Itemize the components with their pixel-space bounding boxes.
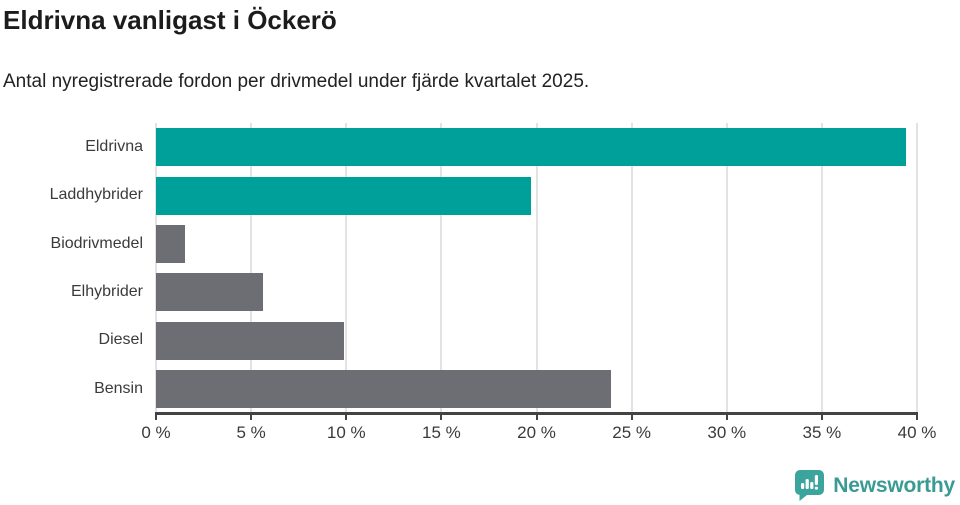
bar-laddhybrider	[156, 176, 531, 215]
gridline	[820, 123, 823, 413]
y-axis-label-eldrivna: Eldrivna	[85, 138, 143, 156]
x-axis-ticks: 0 % 5 % 10 % 15 % 20 % 25 % 30 % 35 % 40 %	[141, 415, 936, 455]
bar-biodrivmedel	[156, 224, 185, 263]
x-tick-mark	[916, 415, 918, 420]
x-axis-line	[155, 412, 918, 415]
gridline	[725, 123, 728, 413]
y-axis-label-biodrivmedel: Biodrivmedel	[50, 234, 143, 252]
gridline	[345, 123, 348, 413]
x-tick-mark	[250, 415, 253, 420]
y-axis-label-diesel: Diesel	[98, 331, 143, 349]
x-tick-label: 25 %	[612, 423, 651, 442]
x-tick-mark	[820, 415, 823, 420]
chart-title: Eldrivna vanligast i Öckerö	[3, 5, 337, 35]
y-axis-label-laddhybrider: Laddhybrider	[49, 186, 143, 204]
y-axis-label-bensin: Bensin	[94, 379, 143, 397]
gridline	[630, 123, 633, 413]
gridline	[155, 123, 157, 413]
gridline	[916, 123, 918, 413]
bar-diesel	[156, 321, 345, 360]
x-tick-mark	[440, 415, 443, 420]
gridline	[440, 123, 443, 413]
x-tick-label: 15 %	[422, 423, 461, 442]
chart-subtitle: Antal nyregistrerade fordon per drivmede…	[3, 71, 590, 92]
y-axis-labels: Eldrivna Laddhybrider Biodrivmedel Elhybrid…	[0, 123, 143, 413]
x-tick-mark	[535, 415, 538, 420]
newsworthy-logo: Newsworthy	[794, 469, 955, 502]
gridline	[250, 123, 253, 413]
x-tick-label: 5 %	[236, 423, 266, 442]
x-tick-mark	[155, 415, 157, 420]
x-tick-label: 20 %	[517, 423, 556, 442]
newsworthy-logo-text: Newsworthy	[833, 473, 955, 497]
bar-bensin	[156, 369, 611, 408]
x-tick-label: 0 %	[141, 423, 171, 442]
x-tick-mark	[345, 415, 348, 420]
x-tick-label: 10 %	[326, 423, 366, 442]
y-axis-label-elhybrider: Elhybrider	[70, 283, 143, 301]
x-tick-label: 30 %	[707, 423, 747, 442]
bar-eldrivna	[156, 128, 906, 167]
x-tick-label: 40 %	[897, 423, 937, 442]
x-tick-mark	[725, 415, 728, 420]
gridline	[535, 123, 538, 413]
plot-area	[155, 123, 918, 413]
x-tick-label: 35 %	[802, 423, 842, 442]
newsworthy-chart-bubble-icon	[795, 470, 825, 501]
bar-elhybrider	[156, 273, 263, 312]
x-tick-mark	[630, 415, 633, 420]
